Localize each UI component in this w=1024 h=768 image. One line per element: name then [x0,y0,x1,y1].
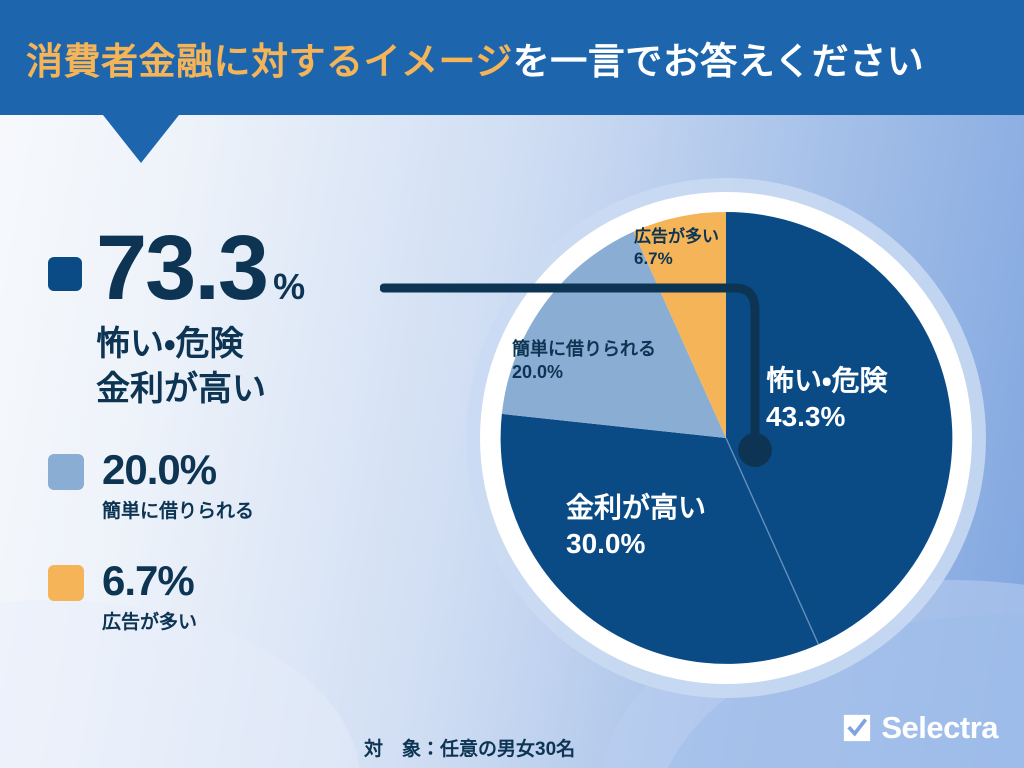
pie-label-easy: 簡単に借りられる 20.0% [512,338,656,385]
pie-label-ads-value: 6.7% [634,249,673,269]
header-notch-arrow [103,115,179,163]
headline-stat-label-line2: 金利が高い [96,370,266,409]
pie-label-fear-value: 43.3% [766,401,846,433]
legend-item-ads-text: 6.7% 広告が多い [102,559,197,634]
pie-slice-divider [725,437,820,645]
selectra-logo-text: Selectra [881,710,998,745]
orange-swatch-icon [48,565,84,602]
pie-label-easy-value: 20.0% [512,362,564,383]
pie-label-rate-value: 30.0% [566,528,646,560]
page-title: 消費者金融に対するイメージを一言でお答えください [26,31,924,85]
check-square-icon [844,714,871,742]
headline-stat-value: 73.3 [96,217,269,319]
survey-target: 対 象：任意の男女30名 [364,738,576,760]
legend-item-easy-value: 20.0% [102,446,217,494]
header-banner: 消費者金融に対するイメージを一言でお答えください [0,0,1024,115]
headline-stat-value-group: 73.3 % [96,217,306,319]
legend-item-easy: 20.0% 簡単に借りられる [48,448,448,523]
pie-chart-svg [500,211,953,664]
legend-item-easy-text: 20.0% 簡単に借りられる [102,448,254,523]
pie-label-easy-name: 簡単に借りられる [512,339,656,359]
pie-label-fear-name: 怖い・危険 [766,365,888,396]
selectra-logo[interactable]: Selectra [842,710,998,746]
headline-stat-unit: % [273,266,306,307]
legend-item-ads-value: 6.7% [102,557,195,605]
headline-stat: 73.3 % [48,217,448,319]
pie-label-rate: 金利が高い 30.0% [566,490,706,563]
navy-swatch-icon [48,257,82,291]
pie-label-ads-name: 広告が多い [634,227,719,246]
pie-slice-fear [726,211,953,645]
pie-label-fear: 怖い・危険 43.3% [766,363,888,436]
legend-item-ads-label: 広告が多い [102,612,198,634]
survey-footnote: 対 象：任意の男女30名 実施日：2025年11月26日 [364,676,581,768]
stats-column: 73.3 % 怖い・危険 金利が高い 20.0% 簡単に借りられる 6.7% 広… [48,217,448,634]
legend-item-ads: 6.7% 広告が多い [48,559,448,634]
headline-stat-label-line1: 怖い・危険 [96,325,244,364]
headline-stat-labels: 怖い・危険 金利が高い [96,322,448,412]
pie-chart: 怖い・危険 43.3% 金利が高い 30.0% 簡単に借りられる 20.0% 広… [466,178,986,698]
page-title-plain: を一言でお答えください [512,40,925,82]
legend-item-easy-label: 簡単に借りられる [102,501,255,523]
light-blue-swatch-icon [48,454,84,491]
pie-slice-rate [500,413,819,664]
pie-label-ads: 広告が多い 6.7% [634,226,719,270]
page-title-highlight: 消費者金融に対するイメージ [26,40,513,82]
pie-label-rate-name: 金利が高い [566,492,707,523]
